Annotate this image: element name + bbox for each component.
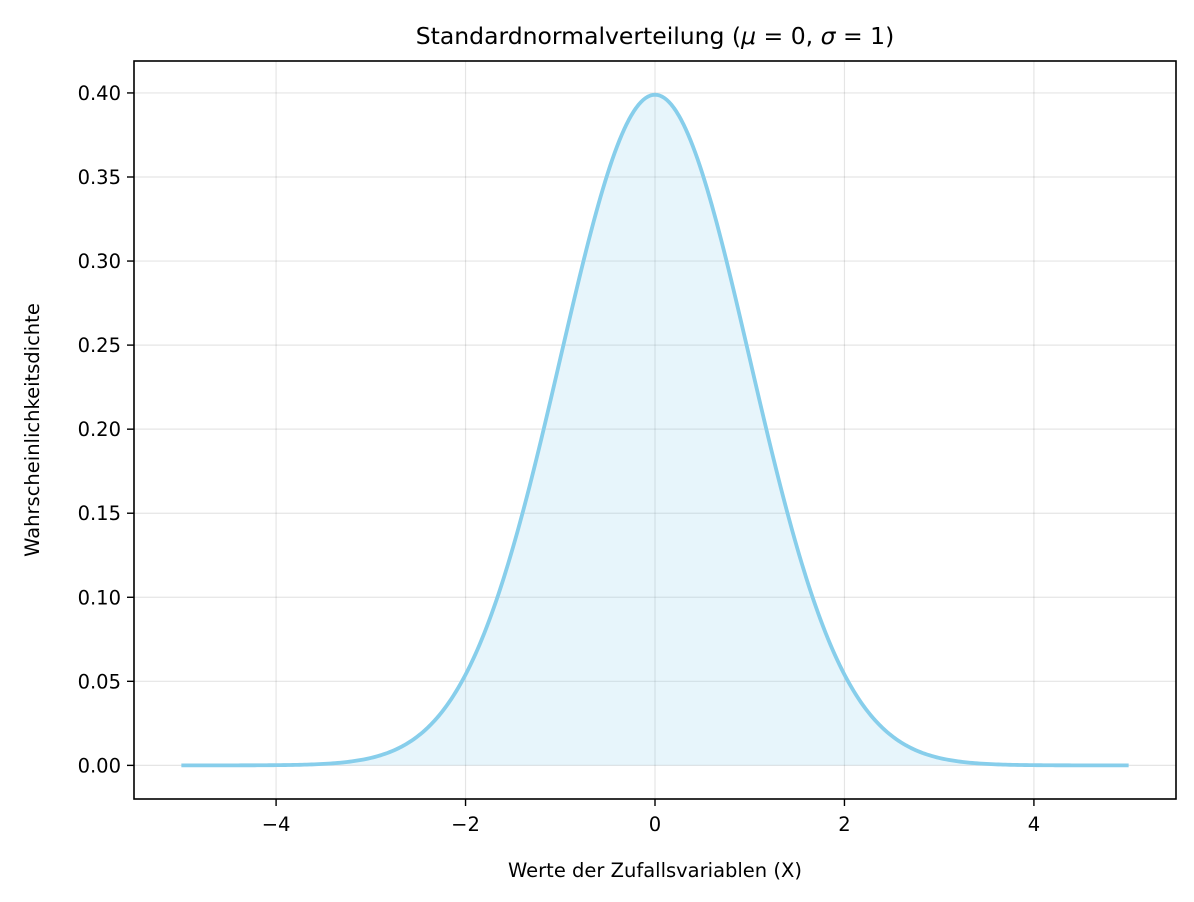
density-curve [181, 92, 1129, 768]
area-fill [181, 94, 1129, 766]
x-tick-label: −2 [451, 813, 480, 836]
chart-title-part: Standardnormalverteilung ( [416, 22, 741, 50]
y-tick-label: 0.35 [78, 166, 121, 189]
y-tick-label: 0.25 [78, 334, 121, 357]
x-tick-label: 2 [838, 813, 850, 836]
y-tick-label: 0.40 [78, 82, 121, 105]
y-tick-label: 0.05 [78, 670, 121, 693]
chart-title-part: μ [740, 22, 756, 50]
x-axis-label: Werte der Zufallsvariablen (X) [508, 859, 802, 882]
chart-title-part: = 1) [836, 22, 895, 50]
x-tick-label: −4 [262, 813, 291, 836]
x-tick-label: 4 [1028, 813, 1040, 836]
y-tick-label: 0.20 [78, 418, 121, 441]
y-tick-label: 0.00 [78, 754, 121, 777]
curve-layer [181, 92, 1129, 768]
y-tick-label: 0.10 [78, 586, 121, 609]
chart-title-part: = 0, [756, 22, 821, 50]
chart-title-part: σ [821, 22, 837, 50]
y-tick-label: 0.15 [78, 502, 121, 525]
chart-title: Standardnormalverteilung (μ = 0, σ = 1) [416, 22, 895, 50]
y-axis-ticks: 0.00 0.05 0.10 0.15 0.20 0.25 0.30 0.35 0.40 [78, 82, 134, 777]
y-tick-label: 0.30 [78, 250, 121, 273]
x-axis-ticks: −4 −2 0 2 4 [262, 799, 1040, 836]
x-tick-label: 0 [649, 813, 661, 836]
y-axis-label: Wahrscheinlichkeitsdichte [21, 303, 44, 557]
area-fill-layer [181, 94, 1129, 766]
